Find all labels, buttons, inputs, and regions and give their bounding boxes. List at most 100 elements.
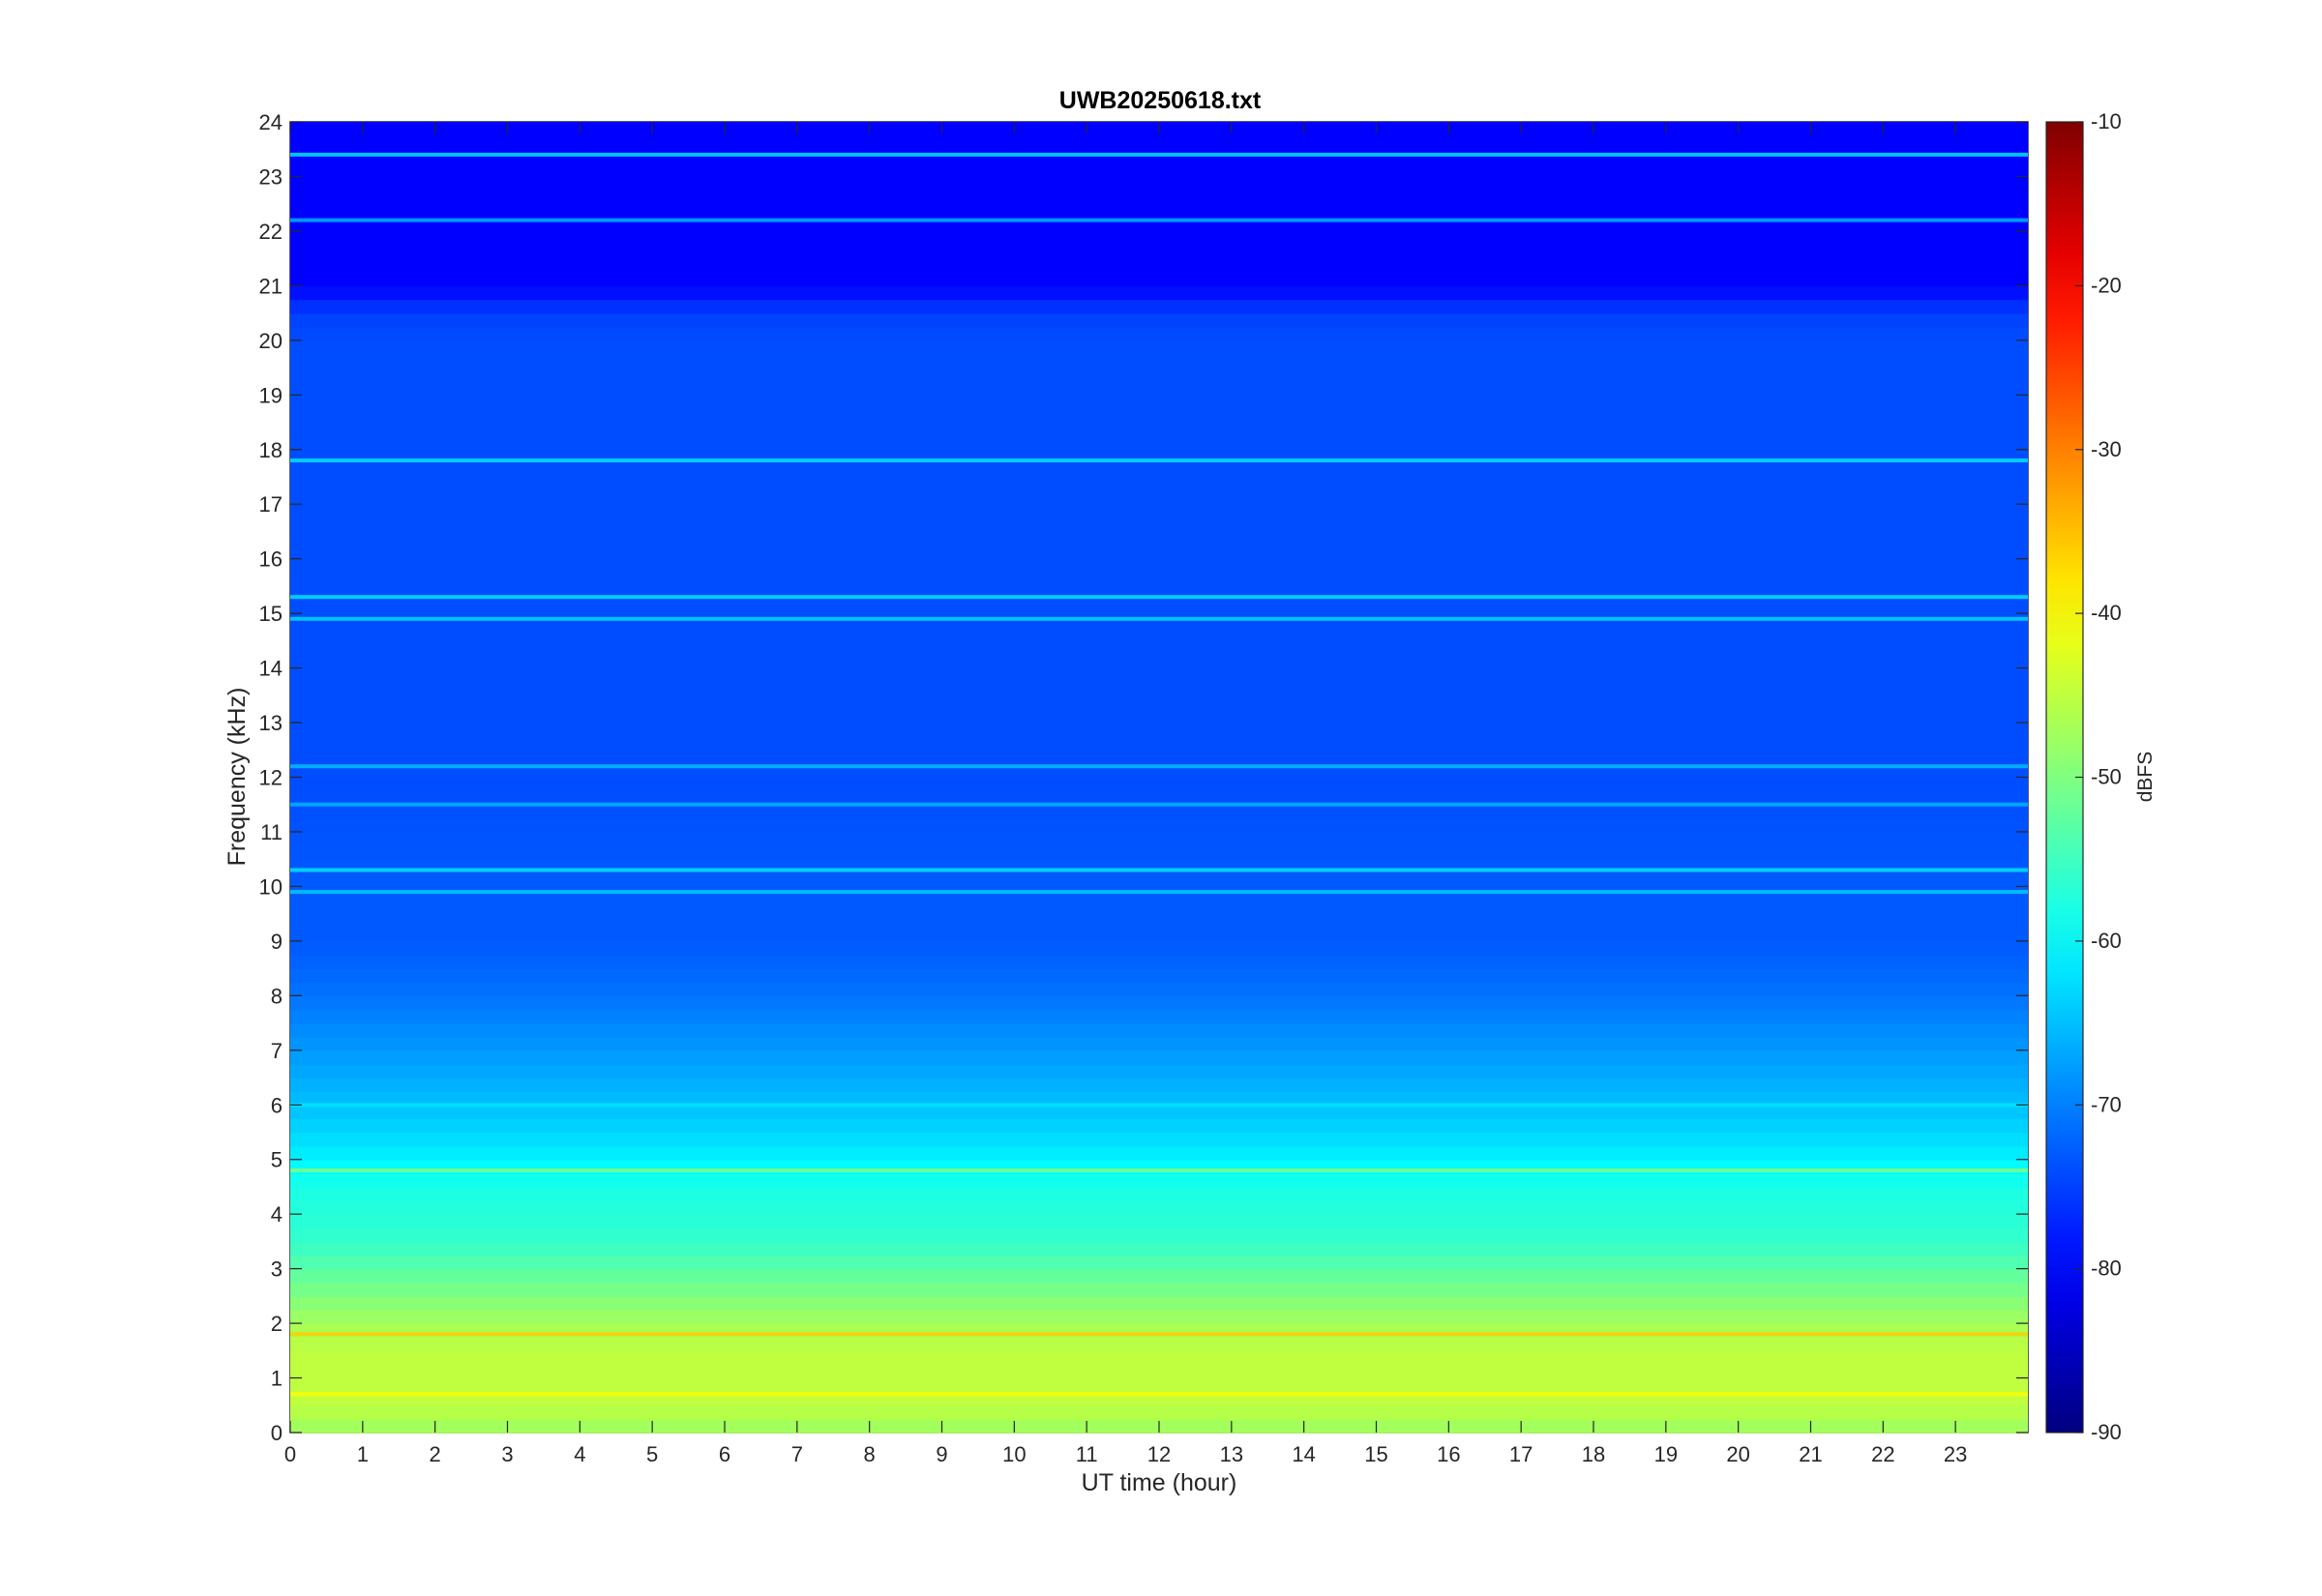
spectrogram-band [290, 600, 2028, 614]
spectrogram-band [290, 558, 2028, 574]
spectrogram-band [290, 900, 2028, 915]
y-tick-label: 24 [259, 110, 283, 134]
spectrogram-band [290, 968, 2028, 984]
x-tick-label: 1 [357, 1442, 369, 1466]
colorbar-tick-label: -40 [2091, 601, 2122, 625]
x-tick-label: 15 [1364, 1442, 1387, 1466]
spectrogram-band [290, 736, 2028, 752]
colorbar-tick-label: -30 [2091, 437, 2122, 461]
spectrogram-band [290, 1337, 2028, 1352]
y-tick-label: 11 [260, 820, 283, 844]
spectrogram-band [290, 1214, 2028, 1229]
x-axis-label: UT time (hour) [1082, 1469, 1237, 1496]
spectrogram-band [290, 1118, 2028, 1134]
y-tick-label: 10 [259, 874, 283, 899]
spectrogram-band [290, 245, 2028, 259]
spectrogram-band [290, 340, 2028, 355]
tone-line [290, 1103, 2028, 1108]
colorbar-label: dBFS [2134, 752, 2157, 803]
spectrogram-band [290, 1350, 2028, 1366]
spectrogram-band [290, 1078, 2028, 1092]
spectrogram-band [290, 831, 2028, 846]
y-tick-label: 23 [259, 164, 283, 189]
spectrogram-band [290, 517, 2028, 533]
spectrogram-band [290, 777, 2028, 792]
spectrogram-plot-area [290, 122, 2028, 1433]
y-tick-label: 1 [271, 1367, 283, 1391]
y-tick-label: 14 [259, 657, 283, 681]
spectrogram-band [290, 790, 2028, 806]
x-tick-label: 10 [1002, 1442, 1026, 1466]
spectrogram-band [290, 572, 2028, 587]
spectrogram-band [290, 654, 2028, 669]
spectrogram-band [290, 272, 2028, 287]
colorbar-tick-label: -70 [2091, 1092, 2122, 1116]
spectrogram-band [290, 190, 2028, 205]
spectrogram-band [290, 723, 2028, 737]
tone-line [290, 1168, 2028, 1172]
spectrogram-band [290, 545, 2028, 560]
y-tick-label: 2 [271, 1312, 283, 1336]
spectrogram-band [290, 1227, 2028, 1243]
colorbar-tick-label: -10 [2091, 109, 2122, 133]
colorbar-tick-label: -50 [2091, 765, 2122, 789]
spectrogram-band [290, 490, 2028, 506]
spectrogram-band [290, 1241, 2028, 1256]
spectrogram-band [290, 954, 2028, 969]
spectrogram-band [290, 476, 2028, 491]
spectrogram-band [290, 927, 2028, 942]
x-tick-label: 4 [574, 1442, 585, 1466]
spectrogram-band [290, 1282, 2028, 1297]
y-tick-label: 22 [259, 220, 283, 244]
spectrogram-band [290, 708, 2028, 724]
tone-line [290, 890, 2028, 895]
x-tick-label: 12 [1147, 1442, 1171, 1466]
x-tick-label: 3 [501, 1442, 513, 1466]
y-tick-label: 9 [271, 930, 283, 954]
x-tick-label: 2 [430, 1442, 441, 1466]
x-tick-label: 16 [1437, 1442, 1460, 1466]
spectrogram-band [290, 1009, 2028, 1024]
spectrogram-band [290, 667, 2028, 683]
y-tick-label: 12 [259, 766, 283, 790]
spectrogram-band [290, 163, 2028, 178]
tone-line [290, 616, 2028, 621]
tone-line [290, 218, 2028, 222]
spectrogram-band [290, 203, 2028, 219]
y-tick-label: 18 [259, 438, 283, 462]
x-tick-label: 11 [1076, 1442, 1098, 1466]
colorbar-ticks: -90 -80 -70 -60 -50 -40 -30 -20 -10 [2075, 109, 2122, 1444]
tone-line [290, 764, 2028, 769]
spectrogram-band [290, 1309, 2028, 1324]
spectrogram-band [290, 681, 2028, 696]
y-tick-label: 5 [271, 1148, 283, 1172]
colorbar-tick-label: -60 [2091, 929, 2122, 953]
spectrogram-band [290, 640, 2028, 656]
spectrogram-band [290, 1364, 2028, 1379]
y-tick-label: 15 [259, 602, 283, 626]
x-tick-label: 22 [1871, 1442, 1894, 1466]
spectrogram-band [290, 135, 2028, 151]
y-tick-label: 3 [271, 1257, 283, 1282]
spectrogram-band [290, 1145, 2028, 1161]
spectrogram-band [290, 1200, 2028, 1215]
spectrogram-band [290, 230, 2028, 246]
spectrogram-band [290, 1295, 2028, 1311]
x-tick-label: 5 [646, 1442, 658, 1466]
x-tick-label: 6 [719, 1442, 730, 1466]
tone-line [290, 802, 2028, 807]
x-tick-label: 19 [1654, 1442, 1678, 1466]
spectrogram-band [290, 422, 2028, 437]
spectrogram-band [290, 353, 2028, 369]
chart-title: UWB20250618.txt [1059, 87, 1262, 114]
spectrogram-band [290, 995, 2028, 1011]
y-tick-label: 6 [271, 1093, 283, 1117]
x-tick-label: 23 [1944, 1442, 1967, 1466]
spectrogram-band [290, 750, 2028, 765]
spectrogram-band [290, 1022, 2028, 1038]
colorbar-tick-label: -80 [2091, 1256, 2122, 1281]
x-tick-label: 20 [1726, 1442, 1749, 1466]
colorbar-tick-label: -20 [2091, 273, 2122, 297]
y-tick-label: 4 [271, 1202, 283, 1227]
spectrogram-band [290, 1132, 2028, 1147]
